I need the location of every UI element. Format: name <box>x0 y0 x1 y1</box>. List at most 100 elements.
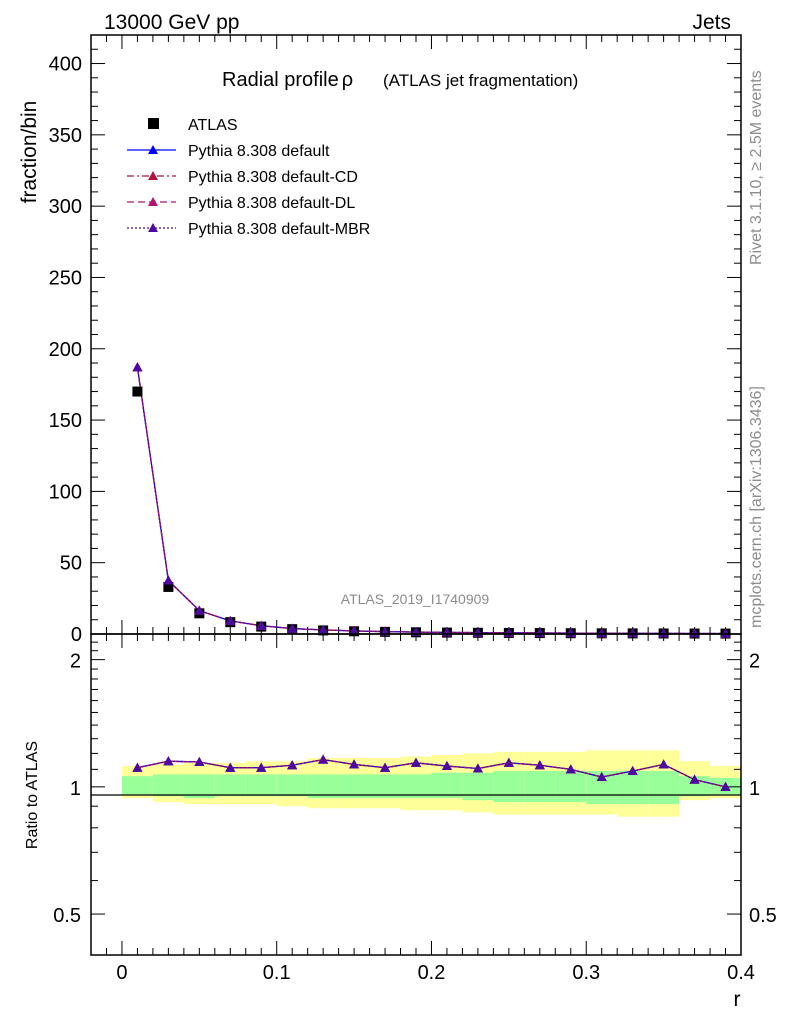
ratio-point-3 <box>256 762 267 772</box>
data-point-mc-4 <box>689 628 700 638</box>
chart-title: Radial profile ρ <box>222 69 353 91</box>
ratio-point-3 <box>689 774 700 784</box>
ratio-point-3 <box>441 761 452 771</box>
ratio-point-3 <box>132 762 143 772</box>
data-point-mc-4 <box>720 628 731 638</box>
x-tick-label: 0.2 <box>418 962 446 984</box>
legend-label-0: ATLAS <box>188 117 238 134</box>
ratio-y-axis-label: Ratio to ATLAS <box>24 741 41 849</box>
ratio-point-3 <box>163 756 174 766</box>
ratio-y-tick-label-right: 2 <box>749 651 760 673</box>
legend-marker-atlas <box>148 118 159 129</box>
band-inner <box>183 774 215 799</box>
legend-label-3: Pythia 8.308 default-DL <box>188 195 355 212</box>
legend-marker-2 <box>148 171 158 180</box>
y-tick-label: 50 <box>60 553 82 575</box>
x-tick-label: 0.3 <box>572 962 600 984</box>
band-inner <box>152 774 184 797</box>
uncertainty-bands <box>121 750 741 817</box>
ratio-y-tick-label-right: 0.5 <box>749 905 777 927</box>
band-inner <box>648 771 680 805</box>
data-point-mc-4 <box>658 628 669 638</box>
data-point-mc-4 <box>565 628 576 638</box>
ratio-point-3 <box>472 763 483 773</box>
legend: ATLAS Pythia 8.308 default Pythia 8.308 de… <box>127 117 370 238</box>
x-tick-label: 0 <box>116 962 127 984</box>
ratio-y-tick-label: 1 <box>70 778 81 800</box>
band-inner <box>493 771 525 803</box>
data-point-mc-4 <box>163 575 174 585</box>
band-inner <box>555 771 587 803</box>
ratio-point-3 <box>318 754 329 764</box>
ratio-point-3 <box>225 762 236 772</box>
y-tick-label: 100 <box>49 481 82 503</box>
ratio-point-3 <box>565 764 576 774</box>
band-inner <box>245 774 277 797</box>
band-inner <box>121 776 153 795</box>
band-inner <box>617 771 649 805</box>
data-point-mc-4 <box>596 628 607 638</box>
data-point-atlas <box>163 581 174 592</box>
energy-label: 13000 GeV pp <box>104 11 239 34</box>
legend-label-4: Pythia 8.308 default-MBR <box>188 221 370 238</box>
legend-marker-1 <box>148 145 158 154</box>
y-tick-label: 400 <box>49 54 82 76</box>
data-point-mc-4 <box>349 625 360 635</box>
ratio-point-3 <box>194 757 205 767</box>
data-point-mc-4 <box>287 623 298 633</box>
y-axis-label: fraction/bin <box>18 101 41 204</box>
process-label: Jets <box>692 11 731 34</box>
ratio-point-3 <box>380 762 391 772</box>
band-inner <box>214 774 246 797</box>
y-tick-label: 0 <box>71 624 82 646</box>
band-inner <box>338 774 370 799</box>
mcplots-label: mcplots.cern.ch [arXiv:1306.3436] <box>748 386 765 628</box>
data-point-mc-4 <box>132 362 143 372</box>
legend-marker-4 <box>148 223 158 232</box>
chart-title-text: Radial profile <box>222 69 339 91</box>
band-inner <box>431 772 463 799</box>
ratio-y-tick-label: 2 <box>70 651 81 673</box>
y-tick-label: 200 <box>49 339 82 361</box>
ratio-plot-frame <box>90 633 742 956</box>
main-axis-ticks: 0 50 100 150 200 250 300 350 400 <box>49 35 742 646</box>
legend-marker-3 <box>148 197 158 206</box>
chart-subtitle: (ATLAS jet fragmentation) <box>383 71 578 90</box>
band-inner <box>524 771 556 803</box>
ratio-y-tick-label: 0.5 <box>53 905 81 927</box>
rivet-label: Rivet 3.1.10, ≥ 2.5M events <box>748 70 765 265</box>
ratio-point-3 <box>349 759 360 769</box>
ratio-point-3 <box>627 766 638 776</box>
band-inner <box>276 774 308 797</box>
x-tick-label: 0.1 <box>263 962 291 984</box>
ratio-line-3 <box>137 758 726 788</box>
y-tick-label: 250 <box>49 267 82 289</box>
ratio-y-tick-label-right: 1 <box>749 778 760 800</box>
ratio-point-3 <box>534 760 545 770</box>
band-inner <box>307 774 339 799</box>
ratio-point-3 <box>658 759 669 769</box>
analysis-watermark: ATLAS_2019_I1740909 <box>341 591 490 607</box>
data-point-mc-4 <box>318 624 329 634</box>
band-inner <box>462 772 494 801</box>
chart-title-symbol: ρ <box>342 69 353 91</box>
x-tick-label: 0.4 <box>727 962 755 984</box>
y-tick-label: 150 <box>49 410 82 432</box>
data-point-mc-4 <box>627 628 638 638</box>
y-tick-label: 350 <box>49 125 82 147</box>
legend-label-1: Pythia 8.308 default <box>188 143 330 160</box>
ratio-point-3 <box>411 757 421 767</box>
ratio-point-3 <box>287 760 298 770</box>
ratio-point-3 <box>596 772 607 782</box>
ratio-line-2 <box>137 758 726 788</box>
data-point-mc-4 <box>225 615 236 625</box>
x-axis-label: r <box>734 988 741 1011</box>
data-point-mc-4 <box>194 605 205 615</box>
y-tick-label: 300 <box>49 196 82 218</box>
band-inner <box>369 774 401 799</box>
legend-label-2: Pythia 8.308 default-CD <box>188 169 358 186</box>
ratio-point-3 <box>503 757 514 767</box>
data-point-atlas <box>132 386 143 397</box>
ratio-point-3 <box>720 781 731 791</box>
